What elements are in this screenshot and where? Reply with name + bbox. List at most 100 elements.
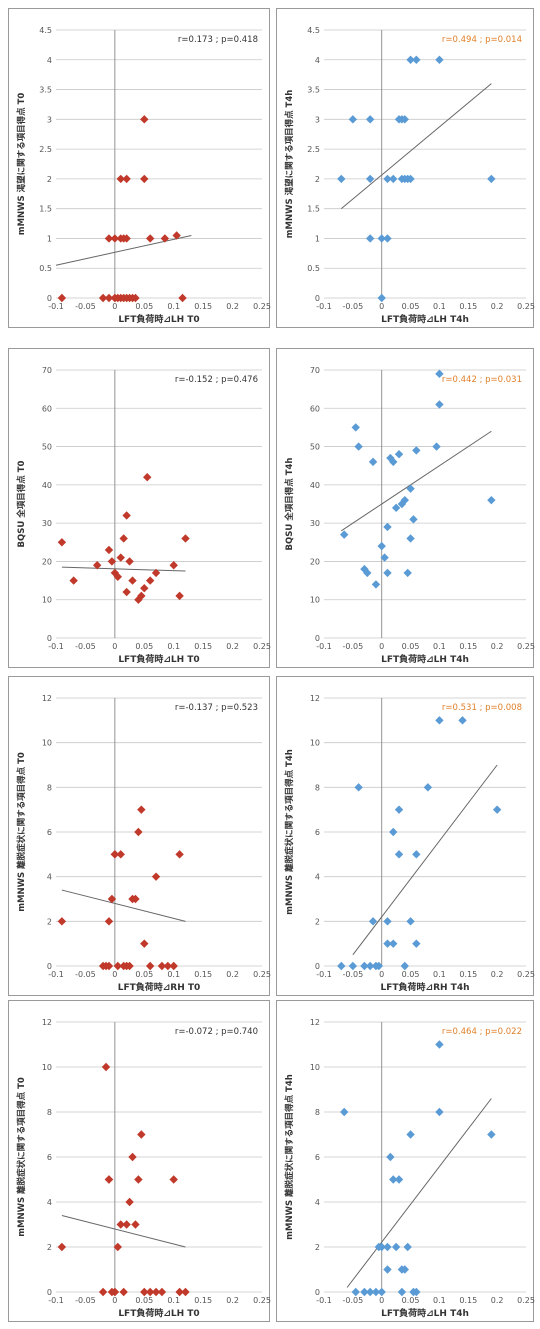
data-point xyxy=(122,1220,131,1229)
chart-frame xyxy=(276,348,534,668)
y-tick-label: 2 xyxy=(47,1243,52,1252)
data-point xyxy=(487,1130,496,1139)
data-point xyxy=(104,293,114,303)
x-tick-label: 0.05 xyxy=(402,1296,420,1305)
x-tick-label: 0.1 xyxy=(433,1296,446,1305)
x-tick-label: -0.1 xyxy=(316,302,332,311)
x-tick-label: 0.1 xyxy=(433,642,446,651)
data-point xyxy=(137,1130,146,1139)
x-tick-label: 0.05 xyxy=(135,302,153,311)
data-point xyxy=(458,716,467,725)
data-point xyxy=(435,369,444,379)
data-point xyxy=(435,55,444,64)
data-point xyxy=(131,1220,140,1229)
data-point xyxy=(394,805,404,814)
y-tick-label: 30 xyxy=(310,519,320,528)
data-point xyxy=(125,961,134,971)
y-tick-label: 12 xyxy=(310,1018,320,1027)
x-tick-label: 0.15 xyxy=(459,642,477,651)
x-tick-label: 0 xyxy=(379,642,384,651)
x-tick-label: -0.05 xyxy=(343,642,364,651)
data-point xyxy=(360,564,369,574)
x-axis-title: LFT負荷時⊿LH T0 xyxy=(118,653,199,665)
y-tick-label: 4.5 xyxy=(307,26,320,35)
x-tick-label: 0.2 xyxy=(226,642,239,651)
data-point xyxy=(131,894,140,904)
data-point xyxy=(383,568,392,578)
y-tick-label: 10 xyxy=(310,739,320,748)
scatter-chart-5: 0 2 4 6 8 10 12 -0.1 -0.05 0 0.05 0.1 0.15 0.2 0.25 LFT… xyxy=(8,676,271,996)
x-tick-label: 0.1 xyxy=(167,642,180,651)
data-point xyxy=(435,1107,444,1117)
correlation-annotation: r=-0.152 ; p=0.476 xyxy=(175,375,258,385)
x-tick-label: 0.25 xyxy=(253,642,271,651)
y-tick-label: 0 xyxy=(47,634,52,643)
y-tick-label: 6 xyxy=(315,828,320,837)
y-axis-title: mMNWS 離脱症状に関する項目得点 T4h xyxy=(284,749,295,915)
y-tick-label: 4 xyxy=(47,56,52,65)
data-point xyxy=(389,457,398,467)
y-tick-label: 0 xyxy=(315,634,320,643)
y-tick-label: 60 xyxy=(42,404,52,413)
y-tick-label: 1 xyxy=(315,234,320,243)
data-point xyxy=(394,1175,404,1184)
data-point xyxy=(487,495,496,505)
data-point xyxy=(175,591,184,601)
data-point xyxy=(400,1265,409,1274)
y-tick-label: 12 xyxy=(42,694,52,703)
data-point xyxy=(435,1040,444,1049)
scatter-chart-2: 0 0.5 1 1.5 2 2.5 3 3.5 4 4.5 -0.1 -0.05 0 0.05 0.1 0.1… xyxy=(276,8,535,328)
data-point xyxy=(145,961,155,971)
y-tick-label: 6 xyxy=(47,828,52,837)
data-point xyxy=(98,293,108,303)
data-point xyxy=(151,872,161,881)
x-tick-label: -0.05 xyxy=(75,642,96,651)
x-tick-label: 0.2 xyxy=(491,302,504,311)
y-tick-label: 2 xyxy=(47,917,52,926)
x-tick-label: 0.2 xyxy=(491,642,504,651)
data-point xyxy=(140,115,149,124)
y-tick-label: 30 xyxy=(42,519,52,528)
x-tick-label: 0.1 xyxy=(167,302,180,311)
data-point xyxy=(340,1107,349,1117)
data-point xyxy=(360,961,369,971)
trend-line xyxy=(61,566,186,572)
data-point xyxy=(104,917,114,926)
data-point xyxy=(435,716,444,725)
data-point xyxy=(377,1287,386,1297)
y-tick-label: 1.5 xyxy=(307,205,320,214)
trend-line xyxy=(346,1098,492,1288)
data-point xyxy=(57,917,67,926)
data-point xyxy=(145,576,155,585)
y-tick-label: 3.5 xyxy=(39,86,52,95)
data-point xyxy=(116,174,125,184)
y-tick-label: 70 xyxy=(310,366,320,375)
data-point xyxy=(337,174,346,184)
x-tick-label: 0.15 xyxy=(459,970,477,979)
trend-line xyxy=(55,234,192,266)
x-tick-label: 0.05 xyxy=(135,970,153,979)
x-tick-label: 0.05 xyxy=(402,302,420,311)
y-tick-label: 12 xyxy=(310,694,320,703)
x-axis-title: LFT負荷時⊿LH T4h xyxy=(381,313,469,325)
y-tick-label: 6 xyxy=(47,1153,52,1162)
data-point xyxy=(172,231,181,240)
x-tick-label: 0.15 xyxy=(194,970,212,979)
y-tick-label: 70 xyxy=(42,366,52,375)
data-point xyxy=(394,850,404,859)
chart-frame xyxy=(276,1000,534,1322)
y-tick-label: 8 xyxy=(47,1108,52,1117)
y-tick-label: 10 xyxy=(42,739,52,748)
y-tick-label: 10 xyxy=(310,596,320,605)
x-tick-label: 0.15 xyxy=(459,302,477,311)
y-tick-label: 50 xyxy=(310,443,320,452)
x-tick-label: -0.1 xyxy=(316,1296,332,1305)
data-point xyxy=(57,293,67,303)
data-point xyxy=(365,1287,375,1297)
data-point xyxy=(119,1287,128,1297)
data-point xyxy=(406,55,415,64)
y-axis-title: BQSU 全項目得点 T0 xyxy=(16,460,27,547)
data-point xyxy=(383,1242,392,1252)
data-point xyxy=(140,584,149,593)
trend-line xyxy=(352,764,498,956)
